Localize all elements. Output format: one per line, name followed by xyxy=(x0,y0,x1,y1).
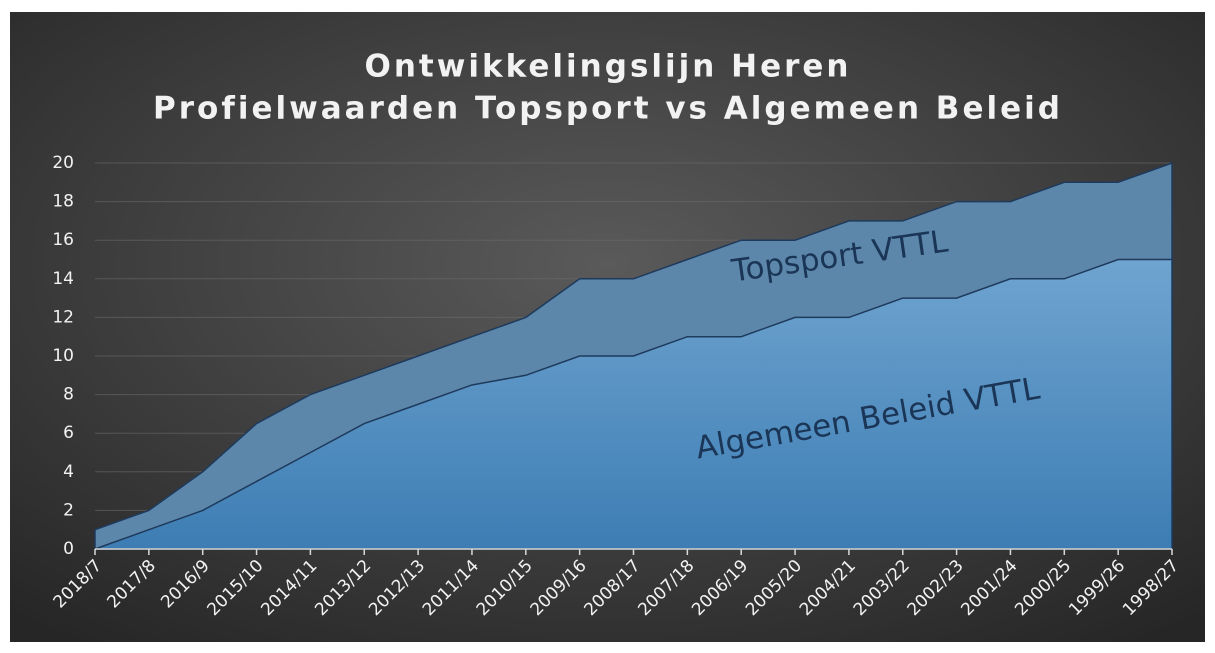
y-tick-label: 12 xyxy=(52,307,74,327)
y-tick-label: 10 xyxy=(52,346,74,366)
chart-title: Ontwikkelingslijn Heren xyxy=(365,49,852,85)
y-tick-label: 14 xyxy=(52,269,74,289)
y-tick-label: 18 xyxy=(52,192,74,212)
y-tick-label: 6 xyxy=(63,423,74,443)
y-tick-label: 4 xyxy=(63,462,74,482)
area xyxy=(94,258,1173,550)
y-tick-label: 16 xyxy=(52,230,74,250)
y-tick-label: 20 xyxy=(52,153,74,173)
y-tick-label: 2 xyxy=(63,500,74,520)
chart-title: Profielwaarden Topsport vs Algemeen Bele… xyxy=(153,91,1063,127)
y-tick-label: 8 xyxy=(63,385,74,405)
y-tick-label: 0 xyxy=(63,539,74,559)
